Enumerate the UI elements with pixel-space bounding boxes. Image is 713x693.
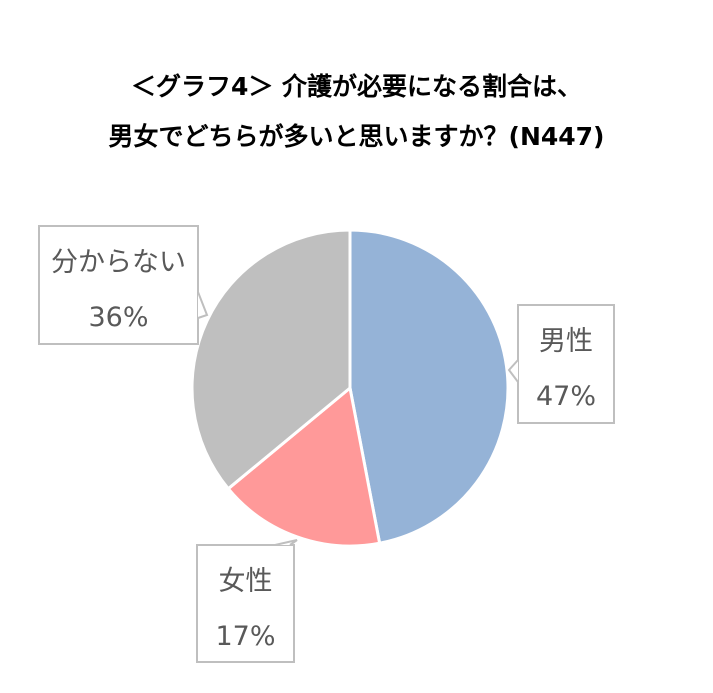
callout-pointer-female: [274, 539, 298, 546]
slice-value-female: 17%: [215, 621, 275, 652]
slice-value-male: 47%: [536, 381, 596, 412]
slice-label-male: 男性: [539, 326, 593, 357]
pie-slice-unknown: [190, 228, 352, 491]
chart-title: ＜グラフ4＞ 介護が必要になる割合は、 男女でどちらが多いと思いますか？(N44…: [0, 62, 713, 162]
pie-slice-female: [226, 386, 382, 548]
chart-title-line-1: ＜グラフ4＞ 介護が必要になる割合は、: [130, 72, 583, 101]
pie-callouts: 男性 47% 女性 17% 分からない 36%: [38, 225, 615, 663]
callout-pointer-male: [507, 359, 519, 383]
callout-unknown: 分からない 36%: [38, 225, 209, 345]
slice-value-unknown: 36%: [88, 302, 148, 333]
slice-label-female: 女性: [219, 566, 273, 597]
callout-pointer-unknown: [197, 291, 209, 319]
pie-slices: [190, 228, 510, 548]
callout-female: 女性 17%: [196, 539, 298, 663]
callout-box-unknown: [38, 225, 199, 345]
slice-label-unknown: 分からない: [51, 247, 186, 278]
pie-slice-male: [348, 228, 510, 545]
callout-box-female: [196, 544, 295, 663]
chart-title-line-2: 男女でどちらが多いと思いますか？(N447): [108, 122, 605, 151]
callout-male: 男性 47%: [507, 304, 615, 424]
